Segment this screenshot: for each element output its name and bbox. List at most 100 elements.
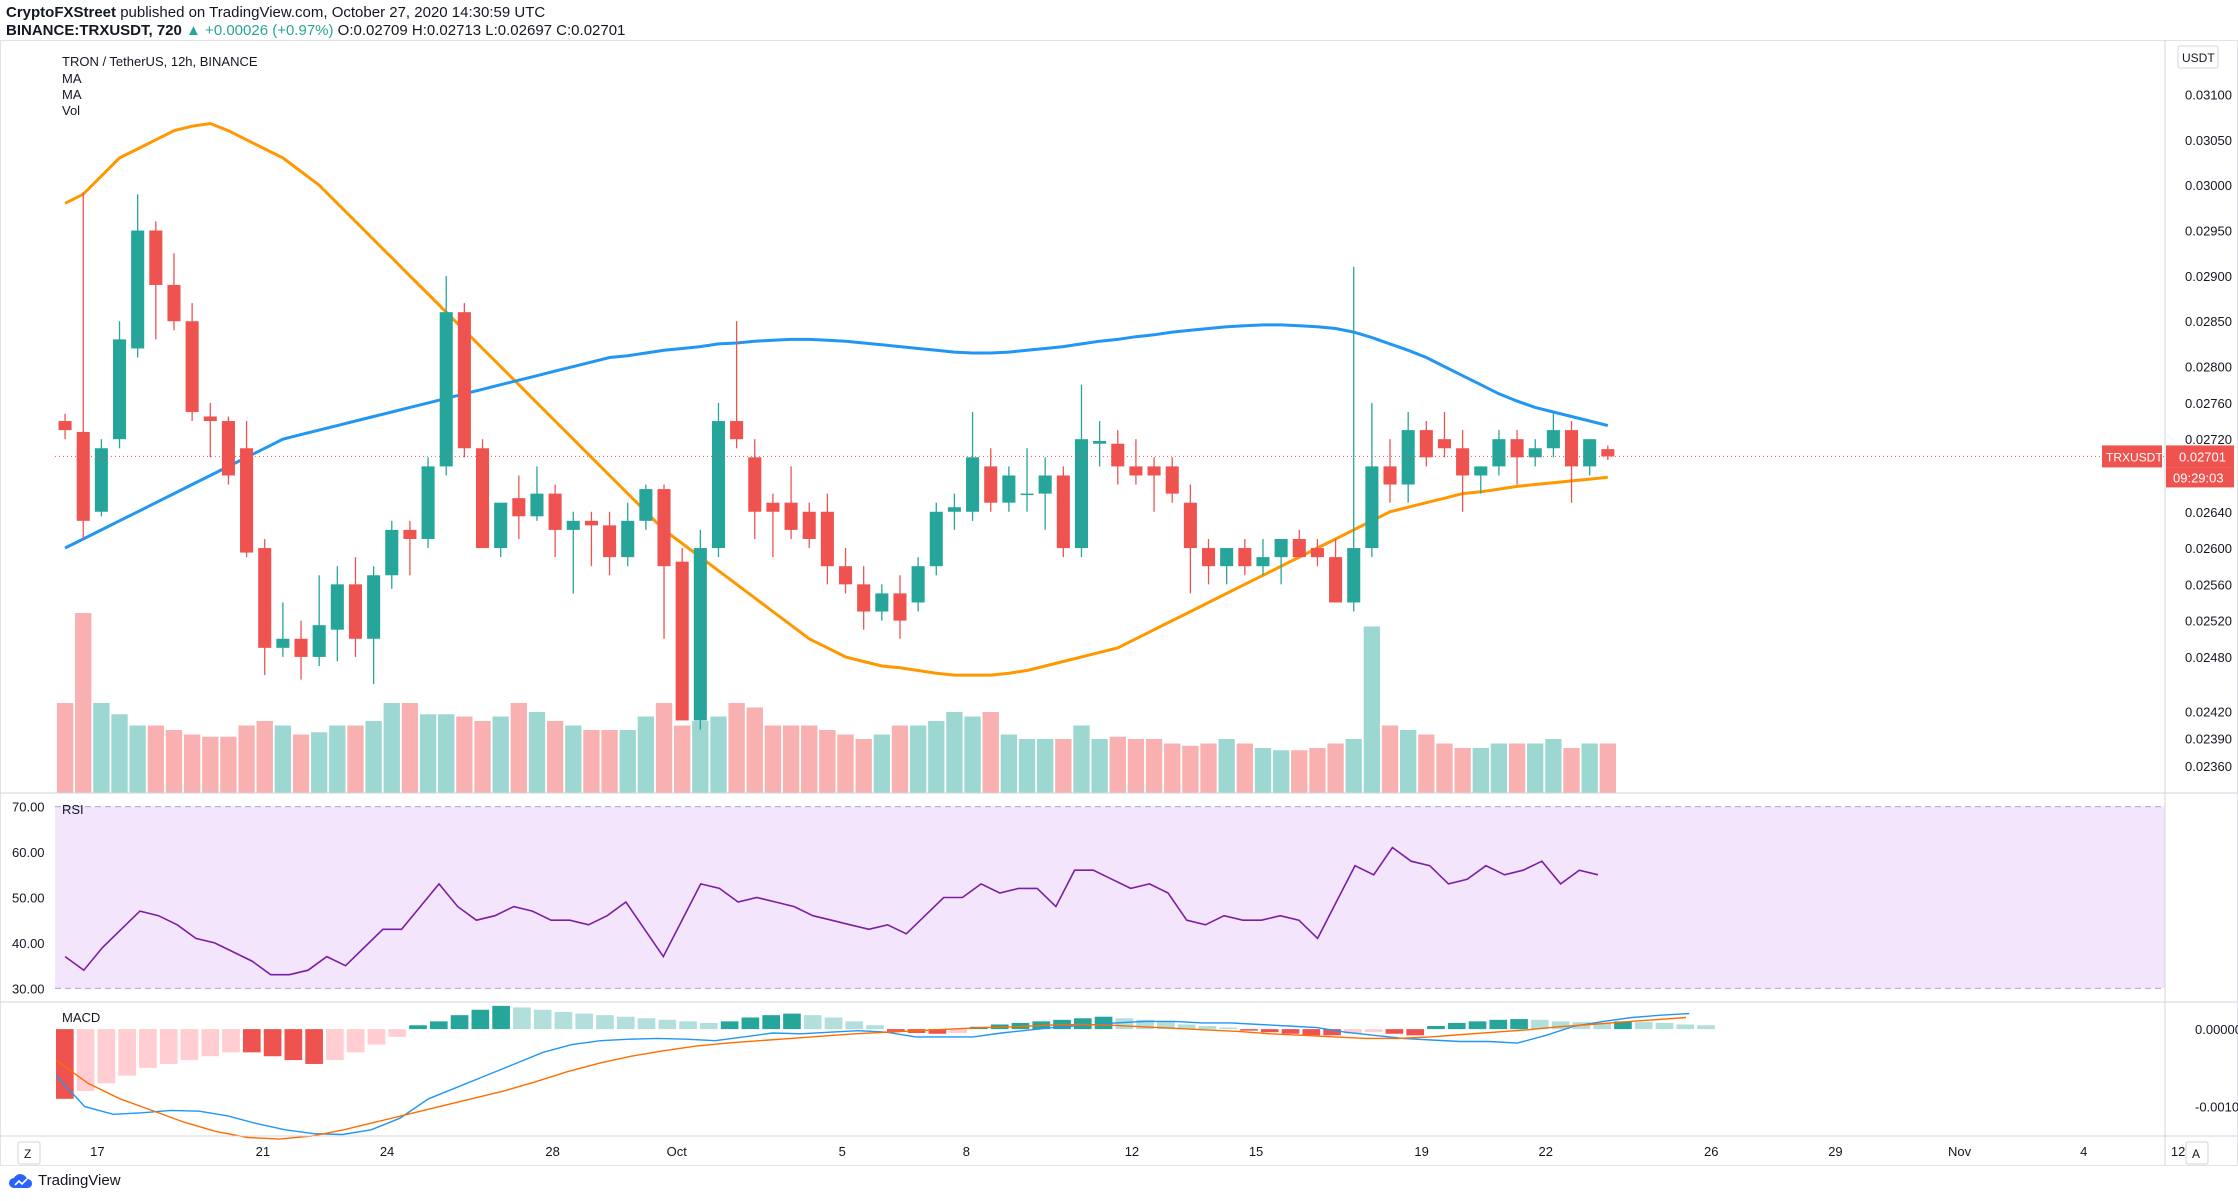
candlestick[interactable] [838,548,853,594]
candlestick[interactable] [1165,457,1179,503]
candlestick[interactable] [857,566,871,630]
candlestick[interactable] [711,402,726,558]
candlestick[interactable] [131,194,145,358]
candlestick[interactable] [221,416,235,485]
candlestick[interactable] [1002,466,1016,512]
candlestick[interactable] [911,557,925,612]
candlestick[interactable] [403,520,417,576]
candlestick[interactable] [947,493,961,530]
candlestick[interactable] [385,520,399,589]
candlestick[interactable] [820,493,834,585]
candlestick[interactable] [657,484,671,639]
candlestick[interactable] [1419,421,1433,467]
candlestick[interactable] [875,584,889,621]
tradingview-logo[interactable]: TradingView [8,1172,121,1190]
candlestick[interactable] [584,511,598,567]
candlestick[interactable] [312,575,326,666]
candlestick[interactable] [1329,538,1343,603]
candlestick[interactable] [1201,538,1216,585]
candlestick[interactable] [1220,548,1234,585]
candlestick[interactable] [1310,538,1324,567]
candlestick[interactable] [1546,411,1560,458]
candlestick[interactable] [802,502,816,549]
candlestick[interactable] [94,439,108,517]
candlestick[interactable] [512,475,526,539]
legend-volume[interactable]: Vol [62,103,81,118]
candlestick[interactable] [457,303,471,458]
candlestick[interactable] [530,466,544,521]
candlestick[interactable] [185,303,199,422]
candlestick[interactable] [258,538,272,676]
candlestick[interactable] [621,502,635,567]
candlestick[interactable] [1528,439,1542,467]
candlestick[interactable] [1292,529,1306,558]
candlestick[interactable] [748,439,762,539]
candlestick[interactable] [984,448,998,512]
candlestick[interactable] [1056,466,1070,558]
candlestick[interactable] [348,557,363,657]
candlestick[interactable] [929,502,943,576]
macd-pane[interactable]: MACD [55,1005,1715,1140]
candlestick[interactable] [76,192,90,539]
candlestick[interactable] [766,493,780,558]
candlestick[interactable] [1256,538,1270,576]
candlestick[interactable] [675,548,689,721]
candlestick[interactable] [1365,402,1379,558]
candlestick[interactable] [367,566,381,685]
price-pane[interactable] [55,121,2165,794]
candlestick[interactable] [1601,445,1615,461]
candlestick[interactable] [1238,538,1252,576]
legend-ma-slow[interactable]: MA [62,87,82,102]
candlestick[interactable] [1074,384,1089,558]
candlestick[interactable] [439,275,453,476]
candlestick[interactable] [566,511,580,594]
candlestick[interactable] [1437,411,1452,458]
candlestick[interactable] [1456,430,1470,512]
candlestick[interactable] [1510,430,1524,485]
legend-title[interactable]: TRON / TetherUS, 12h, BINANCE [62,54,258,69]
candlestick[interactable] [1474,466,1488,494]
candlestick[interactable] [1347,266,1361,612]
candlestick[interactable] [1564,421,1579,503]
candlestick[interactable] [276,602,290,657]
candlestick[interactable] [240,421,254,558]
candlestick[interactable] [294,620,308,680]
candlestick[interactable] [1583,439,1597,476]
unit-badge[interactable] [2177,45,2219,69]
candlestick[interactable] [149,221,163,340]
candlestick[interactable] [1383,439,1397,503]
candlestick[interactable] [893,575,907,639]
candlestick[interactable] [1038,457,1052,530]
candlestick[interactable] [203,402,217,458]
candlestick[interactable] [475,439,490,549]
candlestick[interactable] [1183,484,1197,594]
candlestick[interactable] [421,457,435,549]
candlestick[interactable] [1492,430,1506,476]
candlestick[interactable] [693,529,707,730]
candlestick[interactable] [548,484,562,558]
candlestick[interactable] [966,411,980,521]
candlestick[interactable] [1093,421,1107,467]
candlestick[interactable] [1129,439,1143,485]
macd-histogram-bar [450,1015,469,1030]
candlestick[interactable] [167,253,181,331]
candlestick[interactable] [330,566,344,662]
legend-ma-fast[interactable]: MA [62,71,82,86]
candlestick[interactable] [1401,411,1415,503]
auto-scale-button[interactable] [2185,1141,2209,1165]
zoom-reset-button[interactable] [17,1141,41,1165]
candlestick[interactable] [58,413,72,440]
author-name[interactable]: CryptoFXStreet [6,4,117,21]
candlestick[interactable] [730,321,744,449]
candlestick[interactable] [603,511,617,576]
candlestick[interactable] [1111,430,1125,485]
candlestick[interactable] [784,466,798,539]
candlestick[interactable] [112,321,127,449]
candlestick[interactable] [1147,457,1161,512]
rsi-pane[interactable]: RSI [55,802,2165,989]
candlestick[interactable] [1020,448,1034,512]
candlestick[interactable] [494,502,508,558]
candlestick[interactable] [639,484,653,530]
candlestick[interactable] [1274,538,1288,585]
